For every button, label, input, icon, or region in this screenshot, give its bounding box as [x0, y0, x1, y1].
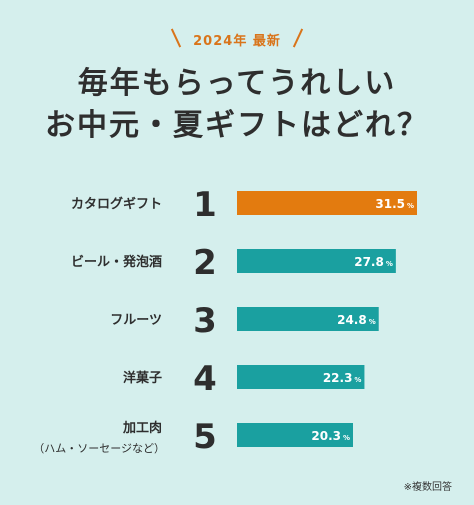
category-label: 加工肉 — [122, 420, 162, 436]
bar-value-label: 27.8 — [354, 255, 384, 269]
category-label: ビール・発泡酒 — [71, 254, 162, 270]
footnote: ※複数回答 — [403, 482, 452, 493]
rank-number: 2 — [193, 243, 217, 283]
bar — [237, 249, 396, 273]
bar-value-label: 24.8 — [337, 313, 367, 327]
bar-unit-label: % — [343, 434, 350, 442]
rank-number: 3 — [193, 301, 217, 341]
year-tag-text: 2024年 最新 — [193, 34, 281, 49]
bar-unit-label: % — [386, 260, 393, 268]
title-line-1: 毎年もらってうれしい — [77, 66, 397, 101]
category-note: （ハム・ソーセージなど） — [33, 442, 165, 455]
category-label: 洋菓子 — [123, 370, 162, 386]
bar-value-label: 31.5 — [375, 197, 405, 211]
year-tag-wrap: 2024年 最新 — [0, 28, 474, 49]
rank-number: 4 — [193, 359, 217, 399]
bar-unit-label: % — [354, 376, 361, 384]
title-line-2: お中元・夏ギフトはどれ？ — [45, 108, 429, 143]
rank-number: 1 — [193, 185, 217, 225]
year-tag: 2024年 最新 — [171, 28, 303, 49]
bar-value-label: 20.3 — [311, 429, 341, 443]
bar — [237, 423, 353, 447]
rank-number: 5 — [193, 417, 217, 457]
category-label: カタログギフト — [71, 196, 162, 212]
bar-unit-label: % — [369, 318, 376, 326]
bar — [237, 307, 379, 331]
bar — [237, 191, 417, 215]
bar-value-label: 22.3 — [323, 371, 353, 385]
category-label: フルーツ — [110, 313, 162, 328]
bar-unit-label: % — [407, 202, 414, 210]
bar — [237, 365, 365, 389]
